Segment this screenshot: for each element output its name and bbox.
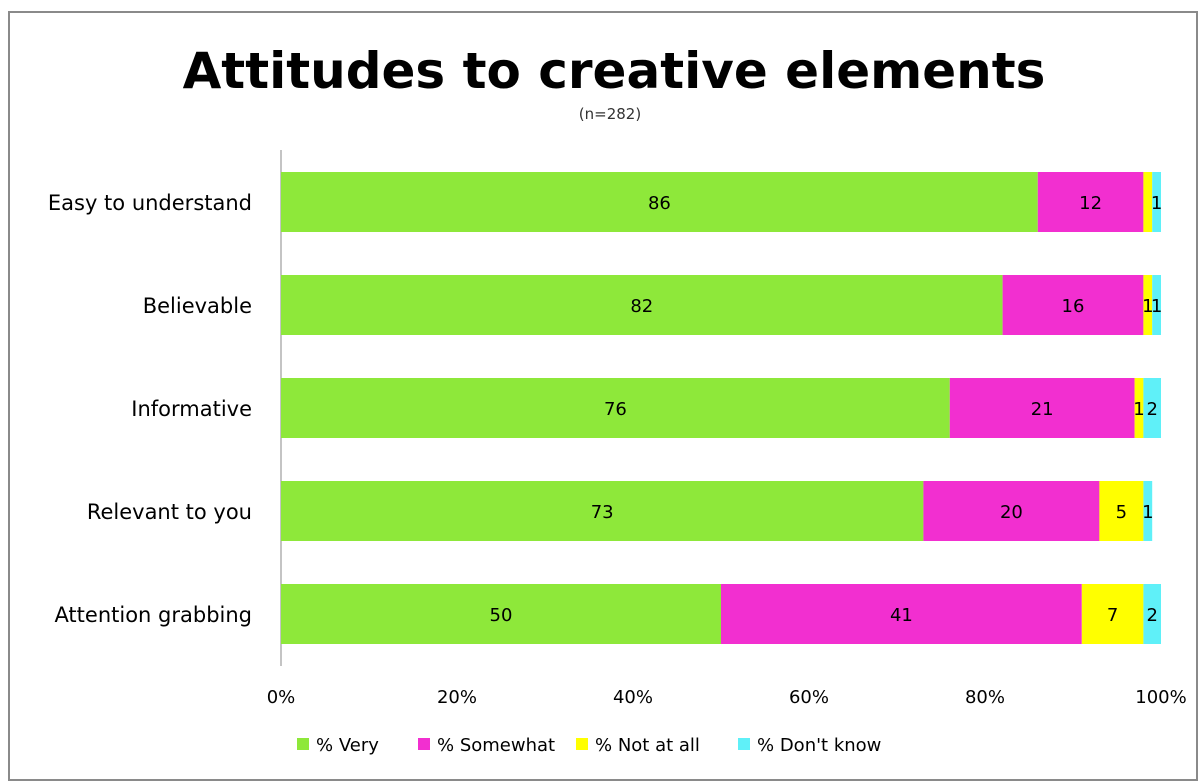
bar-segment bbox=[1143, 275, 1153, 335]
chart-title: Attitudes to creative elements bbox=[183, 42, 1046, 100]
legend-swatch bbox=[576, 738, 588, 750]
bar-segment bbox=[923, 481, 1100, 541]
bar-segment bbox=[1152, 275, 1161, 335]
bar-segment bbox=[281, 378, 950, 438]
category-labels: Easy to understand Believable Informative R… bbox=[48, 191, 252, 627]
bar-segment bbox=[281, 172, 1038, 232]
bar-segment bbox=[1143, 378, 1161, 438]
chart-subtitle: (n=282) bbox=[579, 105, 641, 123]
value-label: 76 bbox=[604, 399, 627, 420]
bar-segment bbox=[1002, 275, 1144, 335]
bar-segment bbox=[1143, 584, 1161, 644]
category-label: Attention grabbing bbox=[54, 603, 252, 627]
bar-segment bbox=[281, 275, 1003, 335]
bar-segment bbox=[281, 584, 721, 644]
value-label: 2 bbox=[1146, 605, 1157, 626]
legend-label: % Somewhat bbox=[437, 735, 555, 756]
legend: % Very % Somewhat % Not at all % Don't know bbox=[297, 735, 881, 756]
x-tick-label: 60% bbox=[789, 687, 829, 708]
legend-label: % Very bbox=[316, 735, 379, 756]
value-label: 21 bbox=[1031, 399, 1054, 420]
value-label: 1 bbox=[1142, 502, 1153, 523]
bar-segment bbox=[1143, 481, 1153, 541]
value-label: 12 bbox=[1079, 193, 1102, 214]
bar-segment bbox=[1143, 172, 1153, 232]
value-label: 86 bbox=[648, 193, 671, 214]
bar-segment bbox=[1134, 378, 1144, 438]
value-label: 50 bbox=[490, 605, 513, 626]
value-label: 1 bbox=[1133, 399, 1144, 420]
bar-segment bbox=[281, 481, 924, 541]
x-axis-ticks: 0% 20% 40% 60% 80% 100% bbox=[267, 687, 1187, 708]
x-tick-label: 0% bbox=[267, 687, 296, 708]
legend-swatch bbox=[738, 738, 750, 750]
x-tick-label: 40% bbox=[613, 687, 653, 708]
value-label: 2 bbox=[1146, 399, 1157, 420]
category-label: Believable bbox=[143, 294, 252, 318]
bar-segment bbox=[949, 378, 1135, 438]
category-label: Easy to understand bbox=[48, 191, 252, 215]
value-label: 41 bbox=[890, 605, 913, 626]
bar-segment bbox=[1037, 172, 1144, 232]
value-label: 1 bbox=[1151, 193, 1162, 214]
value-label: 73 bbox=[591, 502, 614, 523]
value-label: 16 bbox=[1062, 296, 1085, 317]
bar-segment bbox=[1081, 584, 1144, 644]
category-label: Informative bbox=[131, 397, 252, 421]
value-label: 82 bbox=[630, 296, 653, 317]
bar-segment bbox=[1099, 481, 1144, 541]
x-tick-label: 100% bbox=[1135, 687, 1186, 708]
legend-label: % Don't know bbox=[757, 735, 881, 756]
legend-swatch bbox=[418, 738, 430, 750]
value-label: 1 bbox=[1151, 296, 1162, 317]
bar-segment bbox=[721, 584, 1082, 644]
value-label: 7 bbox=[1107, 605, 1118, 626]
bar-segment bbox=[1152, 172, 1161, 232]
value-label: 5 bbox=[1116, 502, 1127, 523]
category-label: Relevant to you bbox=[87, 500, 252, 524]
x-tick-label: 20% bbox=[437, 687, 477, 708]
value-label: 20 bbox=[1000, 502, 1023, 523]
value-label: 1 bbox=[1142, 296, 1153, 317]
legend-label: % Not at all bbox=[595, 735, 700, 756]
x-tick-label: 80% bbox=[965, 687, 1005, 708]
legend-swatch bbox=[297, 738, 309, 750]
